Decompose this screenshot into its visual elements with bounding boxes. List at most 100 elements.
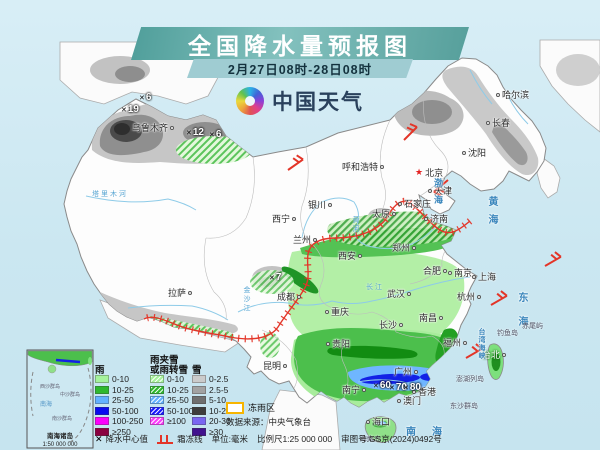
river-label: 塔里木河: [92, 191, 128, 198]
legend-item: 2.5-5: [192, 385, 231, 396]
sleet-swatch: [150, 396, 164, 405]
island-label: 海南岛: [360, 436, 381, 443]
city-label: 济南: [424, 212, 448, 225]
snow-swatch: [192, 396, 206, 405]
precip-center-value: ✕ 6: [209, 129, 222, 140]
legend-item: ≥30: [192, 427, 231, 438]
river-label: 长江: [366, 284, 384, 291]
inset-title: 南海诸岛: [47, 431, 74, 440]
map-title-banner: 全国降水量预报图: [131, 27, 469, 60]
province-borders: [203, 92, 463, 398]
legend-item: ≥100: [150, 416, 193, 427]
frost-line-icon: [157, 434, 174, 444]
city-label: 南昌: [419, 311, 444, 324]
legend-rain-header: 雨: [95, 365, 105, 376]
legend-item: 20-30: [192, 416, 231, 427]
rain-swatch: [95, 396, 109, 405]
center-value-icon: ✕: [209, 131, 215, 139]
city-label: 广州: [394, 365, 419, 378]
freezing-rain-legend: 冻雨区: [226, 401, 275, 414]
freezing-rain-label: 冻雨区: [248, 403, 276, 413]
center-value-icon: ✕: [95, 433, 103, 444]
data-source: 数据来源：中央气象台: [226, 417, 312, 427]
city-label: 呼和浩特: [342, 160, 385, 173]
sleet-swatch: [150, 385, 164, 394]
city-label: 兰州: [293, 233, 318, 246]
inset-island-label: 西沙群岛: [40, 383, 60, 390]
city-label: 长沙: [379, 318, 404, 331]
city-label: 澳门: [397, 394, 421, 407]
legend-item: 0-2.5: [192, 374, 231, 385]
rain-swatch: [95, 385, 109, 394]
capital-star-icon: ★: [415, 167, 424, 177]
rain-swatch: [95, 406, 109, 415]
city-label: 哈尔滨: [496, 88, 529, 101]
precip-center-value: ✕ 12: [186, 127, 204, 138]
legend-item: 25-50: [95, 395, 143, 406]
inset-island-label: 中沙群岛: [60, 391, 80, 398]
city-label: 香港: [412, 385, 436, 398]
legend-item: 10-20: [192, 406, 231, 417]
precip-center-value: ✕ 19: [121, 104, 139, 115]
precip-center-value: ✕ 70: [389, 382, 407, 393]
city-label: 太原: [372, 207, 397, 220]
legend-item: 100-250: [95, 416, 143, 427]
city-label: 海口: [366, 415, 390, 428]
rivers: [85, 69, 529, 389]
snow-swatch: [192, 417, 206, 426]
forecast-period: 2月27日08时-28日08时: [227, 63, 373, 77]
inset-sea-label: 南海: [40, 400, 52, 408]
unit-label: 单位:毫米: [211, 434, 248, 444]
island-label: 钓鱼岛: [497, 330, 518, 337]
center-value-icon: ✕: [121, 106, 127, 114]
sleet-swatch: [150, 375, 164, 384]
center-value-icon: ✕: [373, 382, 379, 390]
island-label: 东沙群岛: [450, 403, 478, 410]
legend-snow-header: 雪: [192, 365, 202, 376]
inset-island-label: 南沙群岛: [52, 415, 72, 422]
sleet-swatch: [150, 406, 164, 415]
china-weather-logo: 中国天气: [236, 86, 364, 116]
city-label: 合肥: [423, 264, 448, 277]
center-value-icon: ✕: [139, 94, 145, 102]
city-label: 沈阳: [462, 146, 486, 159]
city-label: 贵阳: [326, 337, 350, 350]
legend-item: 5-10: [192, 395, 231, 406]
sea-label: 东海: [516, 292, 527, 340]
capital-label: ★ 北京: [415, 167, 444, 179]
precip-center-value: ✕ 6: [139, 92, 152, 103]
city-label: 西安: [338, 249, 363, 262]
wind-barb-icons: [287, 123, 562, 359]
river-label: 金沙江: [243, 286, 250, 313]
sea-label: 黄海: [486, 196, 497, 232]
city-label: 重庆: [325, 305, 349, 318]
legend-sleet-header2: 或雨转雪: [150, 365, 189, 376]
center-value-label: 降水中心值: [105, 434, 149, 444]
logo-text: 中国天气: [272, 91, 364, 114]
rain-swatch: [95, 375, 109, 384]
city-label: 台北: [482, 348, 507, 361]
snow-swatch: [192, 406, 206, 415]
city-label: 拉萨: [168, 286, 193, 299]
legend-item: 0-10: [95, 374, 143, 385]
city-label: 郑州: [392, 241, 417, 254]
sea-label: 南海: [406, 427, 458, 438]
legend-item: 10-25: [150, 385, 193, 396]
city-label: 福州: [443, 336, 468, 349]
city-label: 天津: [428, 184, 452, 197]
river-label: 黄河: [352, 216, 359, 234]
rain-swatch: [95, 417, 109, 426]
precip-center-value: ✕ 80: [403, 382, 421, 393]
legend-item: 25-50: [150, 395, 193, 406]
legend-item: 50-100: [95, 406, 143, 417]
center-value-icon: ✕: [403, 384, 409, 392]
city-label: 武汉: [387, 287, 412, 300]
city-label: 石家庄: [398, 197, 431, 210]
legend-snow-column: 0-2.5 2.5-5 5-10 10-20 20-30 ≥30: [192, 374, 231, 437]
snow-swatch: [192, 427, 206, 436]
center-value-icon: ✕: [186, 129, 192, 137]
center-value-icon: ✕: [389, 384, 395, 392]
legend-sleet-header: 雨夹雪: [150, 355, 179, 366]
legend-item: 50-100: [150, 406, 193, 417]
